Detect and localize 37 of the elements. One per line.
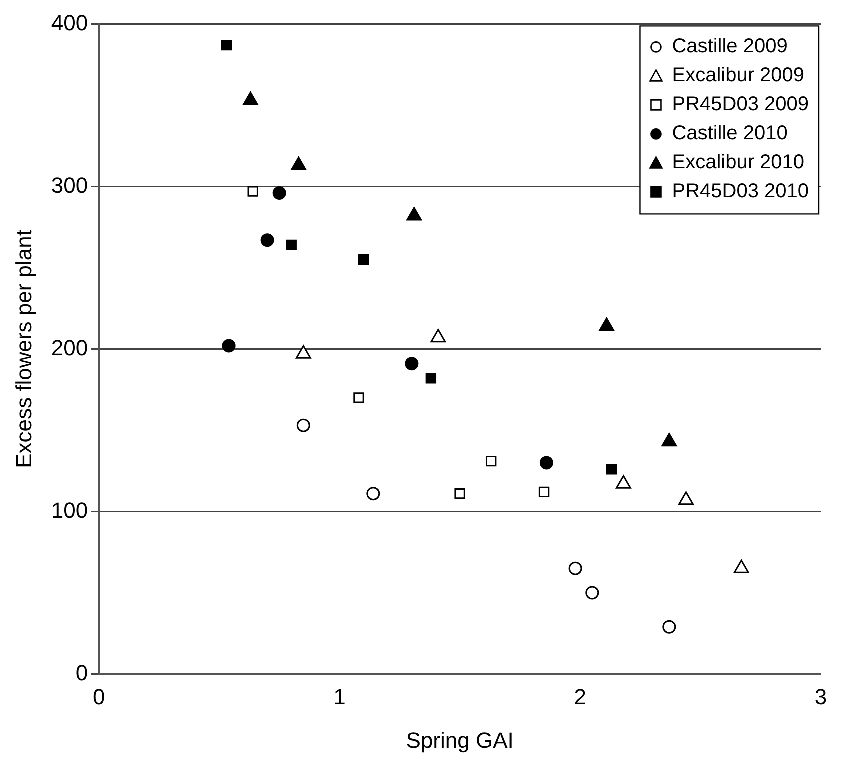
point bbox=[405, 357, 419, 371]
point bbox=[221, 40, 232, 51]
point bbox=[486, 456, 497, 467]
y-tick-label: 0 bbox=[76, 660, 88, 686]
x-tick-label: 2 bbox=[574, 684, 586, 710]
point bbox=[366, 487, 380, 501]
y-tick-label: 300 bbox=[51, 172, 88, 198]
point bbox=[662, 620, 676, 634]
x-tick-label: 1 bbox=[334, 684, 346, 710]
x-tick-label: 0 bbox=[92, 684, 106, 710]
legend-label: Excalibur 2010 bbox=[672, 152, 805, 174]
point bbox=[568, 562, 582, 576]
x-axis-title: Spring GAI bbox=[406, 728, 514, 753]
y-axis-title: Excess flowers per plant bbox=[11, 230, 36, 468]
point bbox=[606, 464, 617, 475]
point bbox=[426, 373, 437, 384]
y-tick-label: 200 bbox=[51, 335, 88, 360]
point bbox=[286, 240, 297, 251]
point bbox=[222, 339, 236, 353]
point bbox=[540, 456, 554, 470]
legend-label: Castille 2010 bbox=[672, 122, 788, 145]
point bbox=[248, 186, 258, 197]
point bbox=[538, 486, 550, 498]
legend-label: PR45D03 2009 bbox=[672, 94, 810, 116]
legend-label: Excalibur 2009 bbox=[672, 64, 805, 87]
point bbox=[586, 586, 600, 600]
legend-label: PR45D03 2010 bbox=[672, 180, 810, 203]
point bbox=[354, 392, 364, 404]
point bbox=[260, 234, 274, 248]
legend-label: Castille 2009 bbox=[672, 36, 788, 58]
y-tick-label: 100 bbox=[51, 498, 88, 523]
x-tick-label: 3 bbox=[814, 684, 828, 710]
point bbox=[454, 488, 466, 500]
point bbox=[296, 418, 310, 432]
point bbox=[358, 254, 370, 266]
y-tick-label: 400 bbox=[51, 10, 88, 36]
point bbox=[272, 186, 286, 200]
